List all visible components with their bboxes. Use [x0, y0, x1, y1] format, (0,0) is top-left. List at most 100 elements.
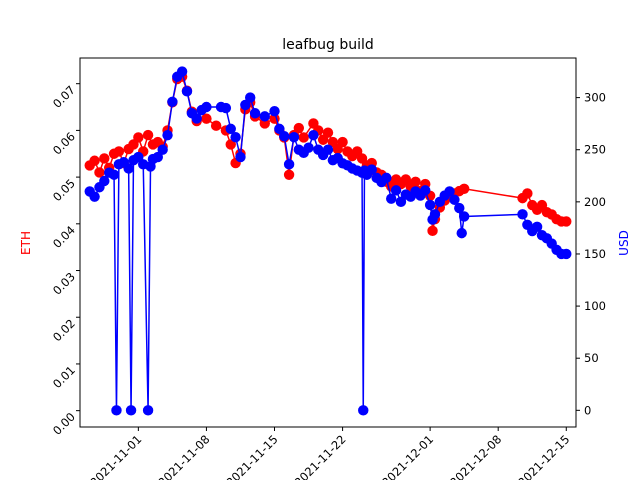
right-tick-label: 150	[584, 247, 606, 261]
data-point-left	[410, 176, 421, 187]
data-point-right	[191, 113, 202, 124]
data-point-left	[201, 113, 212, 124]
data-point-right	[225, 123, 236, 135]
data-point-right	[123, 163, 134, 174]
data-point-right	[269, 105, 280, 117]
data-point-left	[99, 153, 110, 164]
data-point-right	[395, 196, 407, 208]
data-point-right	[176, 66, 188, 77]
data-point-left	[522, 188, 533, 199]
left-tick-label: 0.05	[50, 176, 78, 204]
data-point-right	[456, 227, 467, 239]
data-point-right	[366, 164, 377, 175]
data-point-right	[283, 159, 295, 170]
right-tick-label: 100	[584, 299, 606, 313]
x-tick-label: 2021-11-08	[155, 432, 212, 480]
left-tick-label: 0.07	[50, 83, 78, 111]
data-point-right	[390, 185, 402, 196]
right-y-axis: 0 50 100 150 200 250 300	[576, 91, 606, 417]
data-point-right	[142, 405, 154, 416]
data-point-right	[152, 151, 163, 163]
x-axis: 2021-11-01 2021-11-08 2021-11-15 2021-11-22…	[87, 427, 572, 480]
data-point-right	[108, 169, 120, 180]
data-point-left	[94, 167, 105, 178]
left-tick-label: 0.04	[50, 223, 78, 251]
data-point-left	[561, 216, 572, 227]
data-point-right	[308, 129, 319, 141]
left-tick-label: 0.00	[50, 410, 78, 438]
right-tick-label: 300	[584, 91, 606, 105]
data-point-right	[424, 199, 436, 211]
plot-frame	[79, 57, 577, 428]
data-point-right	[454, 202, 465, 214]
data-point-right	[429, 209, 441, 220]
data-point-right	[162, 129, 173, 141]
left-tick-label: 0.02	[50, 316, 78, 344]
data-point-right	[322, 144, 334, 155]
data-point-right	[89, 191, 100, 202]
data-point-left	[142, 129, 154, 141]
data-point-right	[279, 130, 290, 142]
data-point-left	[458, 183, 470, 194]
data-point-right	[517, 209, 528, 220]
data-point-left	[322, 127, 334, 138]
series-right	[84, 66, 572, 416]
data-point-left	[337, 136, 348, 148]
data-point-right	[561, 248, 572, 260]
data-point-right	[288, 132, 300, 143]
data-point-left	[427, 225, 438, 237]
right-tick-label: 50	[584, 351, 599, 365]
data-point-right	[531, 221, 543, 233]
right-tick-label: 250	[584, 143, 606, 157]
data-point-right	[157, 144, 168, 155]
data-point-left	[133, 132, 144, 143]
data-point-left	[283, 169, 295, 180]
data-point-right	[230, 132, 241, 143]
data-point-right	[111, 405, 122, 416]
data-point-right	[201, 101, 212, 113]
data-point-right	[245, 92, 256, 103]
data-point-right	[235, 151, 246, 163]
left-tick-label: 0.03	[50, 270, 78, 298]
chart-title: leafbug build	[282, 37, 374, 53]
x-tick-label: 2021-12-15	[515, 432, 572, 480]
data-point-right	[99, 175, 110, 187]
y-axis-label-right: USD	[617, 230, 631, 256]
series-line-right	[89, 70, 567, 411]
data-point-right	[259, 111, 270, 122]
data-point-left	[89, 155, 100, 166]
data-point-right	[220, 102, 232, 114]
data-point-left	[293, 122, 305, 134]
x-tick-label: 2021-11-22	[292, 432, 349, 480]
data-point-left	[210, 120, 222, 131]
y-axis-label-left: ETH	[19, 231, 33, 255]
data-point-right	[249, 108, 261, 119]
x-tick-label: 2021-11-15	[223, 432, 280, 480]
data-point-left	[298, 132, 309, 143]
data-point-right	[125, 405, 137, 416]
data-point-right	[444, 186, 455, 197]
data-point-right	[167, 96, 178, 107]
data-point-right	[303, 142, 314, 153]
data-point-right	[386, 193, 397, 204]
x-tick-label: 2021-12-01	[379, 432, 436, 480]
data-point-left	[113, 146, 125, 157]
data-point-right	[240, 99, 251, 111]
data-point-right	[181, 86, 193, 97]
x-tick-label: 2021-11-01	[87, 432, 144, 480]
data-point-right	[449, 194, 460, 205]
data-point-right	[381, 172, 392, 184]
series-layer	[84, 66, 572, 416]
left-tick-label: 0.06	[50, 129, 78, 157]
data-point-right	[458, 211, 470, 222]
left-y-axis: 0.00 0.01 0.02 0.03 0.04 0.05 0.06 0.07	[50, 83, 80, 438]
data-point-right	[274, 123, 285, 135]
left-tick-label: 0.01	[50, 363, 78, 391]
data-point-right	[420, 185, 431, 196]
right-tick-label: 0	[584, 403, 591, 417]
data-point-right	[358, 405, 369, 416]
x-tick-label: 2021-12-08	[447, 432, 504, 480]
right-tick-label: 200	[584, 195, 606, 209]
